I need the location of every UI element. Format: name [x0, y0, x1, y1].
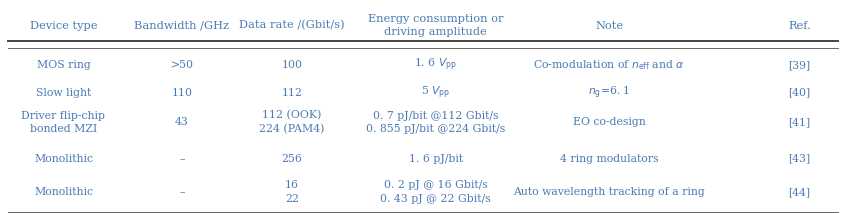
Text: Auto wavelength tracking of a ring: Auto wavelength tracking of a ring	[514, 187, 705, 197]
Text: 112 (OOK)
224 (PAM4): 112 (OOK) 224 (PAM4)	[259, 110, 325, 135]
Text: [40]: [40]	[788, 88, 810, 98]
Text: >50: >50	[170, 60, 194, 70]
Text: Device type: Device type	[30, 21, 97, 30]
Text: Note: Note	[595, 21, 624, 30]
Text: [39]: [39]	[788, 60, 810, 70]
Text: Monolithic: Monolithic	[34, 154, 93, 164]
Text: 0. 2 pJ @ 16 Gbit/s
0. 43 pJ @ 22 Gbit/s: 0. 2 pJ @ 16 Gbit/s 0. 43 pJ @ 22 Gbit/s	[381, 180, 491, 204]
Text: [43]: [43]	[788, 154, 810, 164]
Text: EO co-design: EO co-design	[573, 118, 645, 127]
Text: 5 $V_{\rm pp}$: 5 $V_{\rm pp}$	[421, 85, 450, 101]
Text: 4 ring modulators: 4 ring modulators	[560, 154, 658, 164]
Text: Data rate /(Gbit/s): Data rate /(Gbit/s)	[239, 20, 344, 31]
Text: Monolithic: Monolithic	[34, 187, 93, 197]
Text: Co-modulation of $n_{\rm eff}$ and $\alpha$: Co-modulation of $n_{\rm eff}$ and $\alp…	[533, 58, 685, 72]
Text: Ref.: Ref.	[788, 21, 811, 30]
Text: 16
22: 16 22	[285, 180, 299, 204]
Text: 1. 6 pJ/bit: 1. 6 pJ/bit	[409, 154, 463, 164]
Text: Driver flip-chip
bonded MZI: Driver flip-chip bonded MZI	[21, 111, 106, 134]
Text: 1. 6 $V_{\rm pp}$: 1. 6 $V_{\rm pp}$	[415, 57, 457, 73]
Text: MOS ring: MOS ring	[36, 60, 91, 70]
Text: 112: 112	[282, 88, 302, 98]
Text: [41]: [41]	[788, 118, 810, 127]
Text: –: –	[179, 154, 184, 164]
Text: –: –	[179, 187, 184, 197]
Text: Slow light: Slow light	[36, 88, 91, 98]
Text: Bandwidth /GHz: Bandwidth /GHz	[135, 21, 229, 30]
Text: 110: 110	[172, 88, 192, 98]
Text: 43: 43	[175, 118, 189, 127]
Text: [44]: [44]	[788, 187, 810, 197]
Text: Energy consumption or
driving amplitude: Energy consumption or driving amplitude	[368, 14, 503, 37]
Text: $n_{\rm g}$=6. 1: $n_{\rm g}$=6. 1	[588, 85, 630, 101]
Text: 256: 256	[282, 154, 302, 164]
Text: 100: 100	[282, 60, 302, 70]
Text: 0. 7 pJ/bit @112 Gbit/s
0. 855 pJ/bit @224 Gbit/s: 0. 7 pJ/bit @112 Gbit/s 0. 855 pJ/bit @2…	[366, 111, 505, 134]
